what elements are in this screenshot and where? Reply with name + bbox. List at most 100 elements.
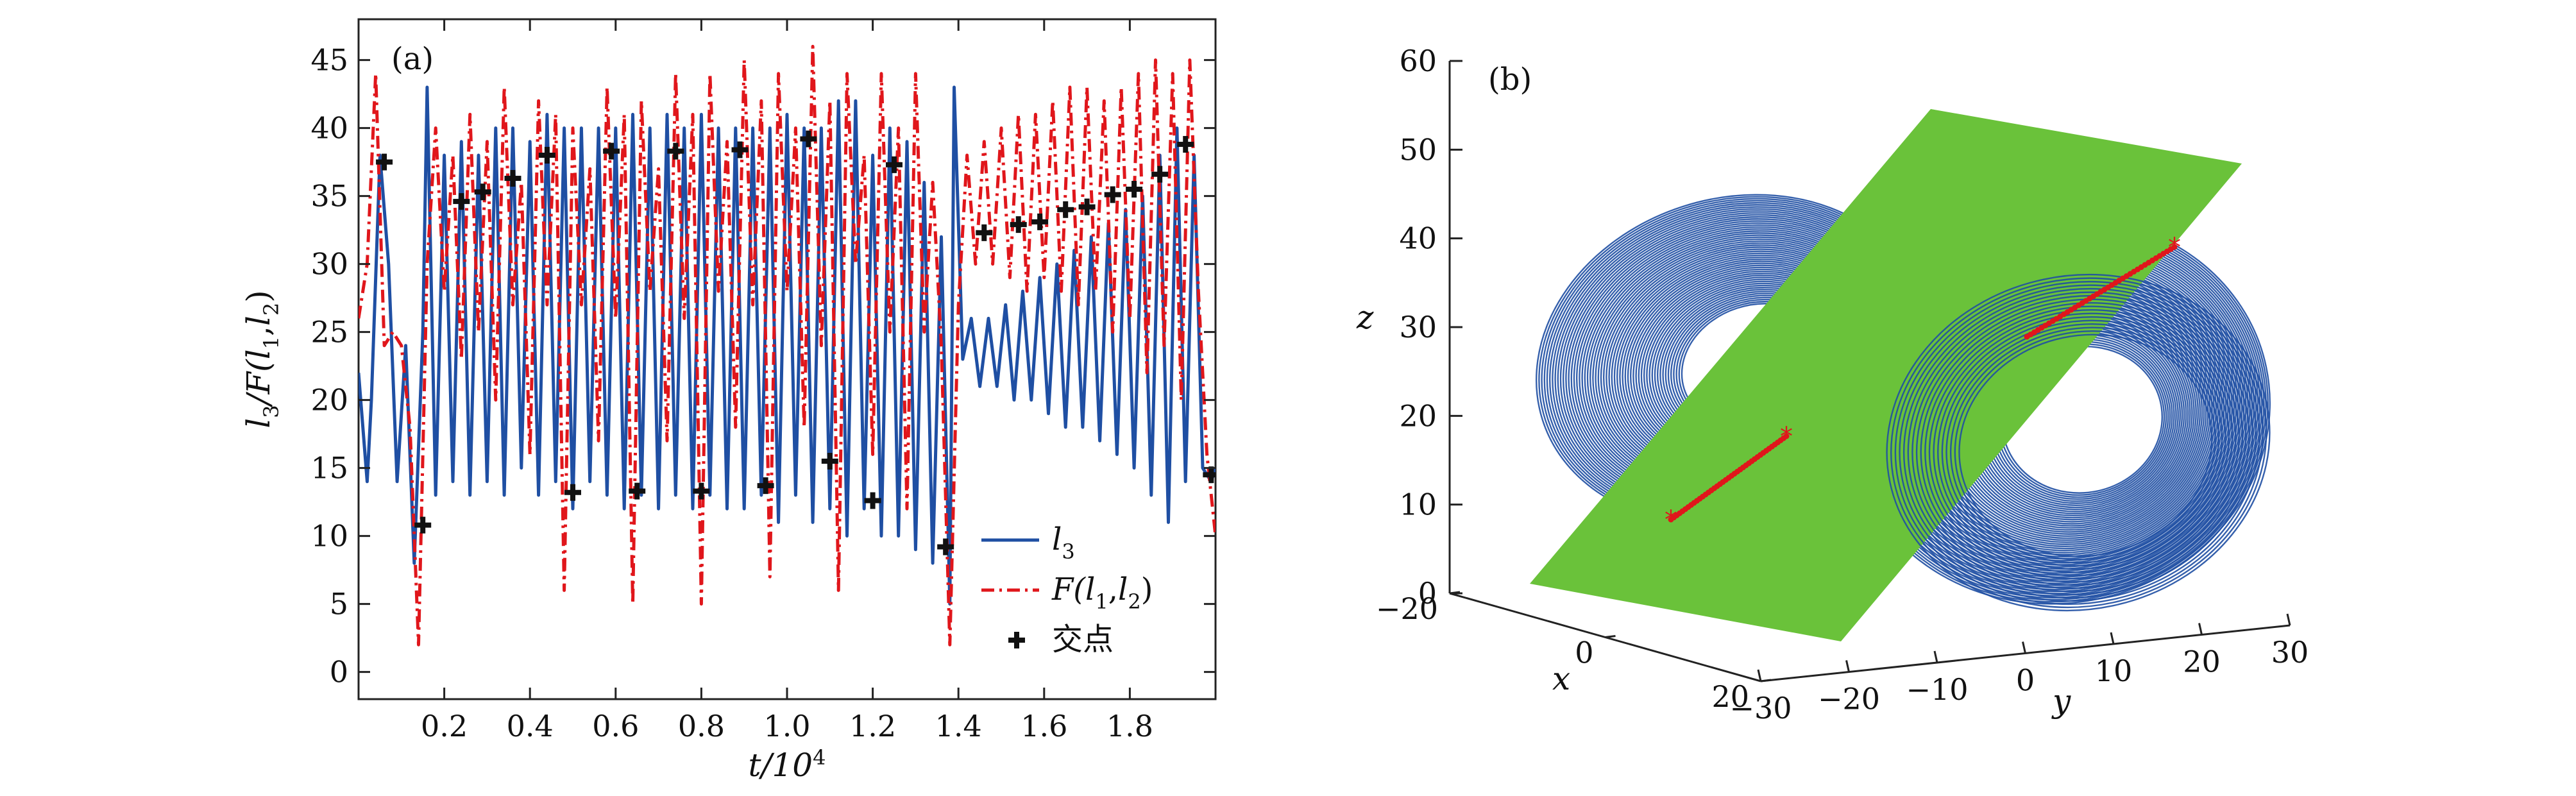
x-axis-title-a: t/104 (749, 745, 826, 784)
intersection-marker (937, 538, 954, 555)
attractor-loop-front (1949, 326, 2220, 564)
x-tick-label-b: −20 (1376, 591, 1438, 626)
intersection-marker (629, 482, 646, 500)
intersection-star: * (1780, 422, 1793, 452)
x-tick-label-a: 1.4 (935, 709, 982, 743)
intersection-marker (1031, 213, 1049, 230)
attractor-loop-front (1958, 334, 2213, 557)
intersection-marker (1057, 201, 1074, 218)
attractor-loop-front (1928, 309, 2237, 580)
z-tick-label: 10 (1399, 487, 1437, 522)
series-group-a (359, 44, 1216, 647)
series-line-l3 (359, 85, 1216, 606)
y-tick-label-a: 25 (310, 315, 348, 350)
intersection-marker (1010, 216, 1027, 233)
legend-a: l3 F(l1,l2) 交点 (981, 521, 1153, 657)
attractor-loop-front (1941, 319, 2226, 570)
x-tick-label-a: 0.4 (507, 709, 554, 743)
y-tick-b (2286, 613, 2291, 626)
attractor-loop-front (1915, 298, 2247, 589)
y-tick-label-a: 10 (310, 519, 348, 554)
x-axis-title: x (1552, 660, 1570, 697)
z-tick-label: 40 (1399, 221, 1437, 256)
attractor-loop-front (1899, 284, 2260, 602)
intersection-marker (757, 477, 774, 495)
z-tick-label: 20 (1399, 398, 1437, 433)
intersection-marker (821, 453, 838, 470)
y-tick-b (1845, 660, 1850, 672)
intersection-marker (1078, 198, 1096, 216)
x-tick-label-b: 0 (1575, 636, 1593, 670)
y-tick-label-a: 30 (310, 247, 348, 282)
y-tick-label-a: 40 (310, 111, 348, 146)
intersection-marker (976, 224, 993, 241)
intersection-marker (731, 141, 749, 158)
y-tick-b (2110, 632, 2115, 645)
intersection-marker (693, 482, 710, 500)
y-tick-b (1933, 650, 1938, 663)
y-tick-label-a: 35 (310, 179, 348, 214)
y-tick-label-b: 0 (2016, 663, 2035, 698)
y-tick-label-a: 5 (330, 587, 348, 622)
attractor-loop-front (1902, 287, 2257, 599)
panel-label-a: (a) (391, 41, 434, 77)
y-tick-label-a: 0 (330, 655, 348, 690)
intersection-marker (564, 484, 581, 501)
intersection-marker (864, 492, 881, 509)
x-tick-b (1760, 679, 1772, 682)
intersection-marker (1203, 466, 1216, 484)
intersection-marker (667, 142, 684, 160)
y-tick-label-a: 20 (310, 383, 348, 418)
legend-label-intersection: 交点 (1052, 622, 1114, 657)
y-tick-label-b: −10 (1906, 672, 1968, 707)
intersection-marker (1104, 186, 1121, 203)
z-tick-label: 30 (1399, 310, 1437, 344)
z-tick-label: 0 (1418, 576, 1437, 611)
x-tick-b (1605, 635, 1616, 638)
z-tick-label: 50 (1399, 132, 1437, 167)
y-tick-label-a: 45 (310, 43, 348, 78)
attractor-loop-front (1911, 294, 2250, 593)
y-axis-title: y (2051, 682, 2071, 720)
x-tick-label-b: 20 (1711, 679, 1749, 714)
y-tick-label-b: 20 (2183, 645, 2221, 679)
y-tick-label-b: 30 (2271, 635, 2309, 670)
x-tick-label-a: 0.6 (592, 709, 639, 743)
y-tick-b (1757, 669, 1762, 682)
intersection-marker (474, 183, 491, 201)
intersection-marker (376, 153, 393, 171)
y-tick-label-b: 10 (2095, 654, 2133, 688)
attractor-loop-front (1924, 305, 2240, 583)
attractor-loop-front (1890, 277, 2267, 609)
intersection-point-left (1783, 433, 1790, 439)
attractor-loop-front (1907, 291, 2254, 596)
intersection-star: * (2168, 233, 2181, 262)
intersection-marker (886, 156, 902, 173)
y-tick-label-b: −20 (1818, 682, 1880, 716)
attractor-loop-front (1920, 301, 2244, 586)
attractor-loop-front (1945, 323, 2223, 567)
z-axis-title: z (1356, 299, 1374, 336)
x-tick-label-a: 1.2 (849, 709, 896, 743)
z-tick-label: 60 (1399, 44, 1437, 78)
attractor-loop-front (1894, 280, 2264, 605)
panel-label-b: (b) (1488, 62, 1532, 97)
y-axis-title-a: l3/F(l1,l2) (240, 290, 284, 428)
x-tick-label-a: 1.8 (1106, 709, 1153, 743)
intersection-points-b: * * * (1665, 233, 2181, 535)
y-tick-label-b: −30 (1729, 691, 1792, 725)
intersection-plane (1530, 109, 2242, 641)
panel-a-line-chart: 0.2 0.4 0.6 0.8 1.0 1.2 1.4 1.6 1.8 0 5 10 15 20 25 30 3… (240, 18, 1217, 784)
intersection-marker (538, 147, 555, 164)
attractor-loop-front (1954, 330, 2216, 561)
x-tick-label-a: 1.6 (1021, 709, 1067, 743)
y-tick-label-a: 15 (310, 451, 348, 486)
x-tick-b (1449, 591, 1461, 595)
x-tick-label-a: 0.8 (678, 709, 725, 743)
y-tick-b (2022, 641, 2026, 654)
intersection-marker (414, 516, 432, 534)
intersection-marker (1151, 165, 1169, 183)
